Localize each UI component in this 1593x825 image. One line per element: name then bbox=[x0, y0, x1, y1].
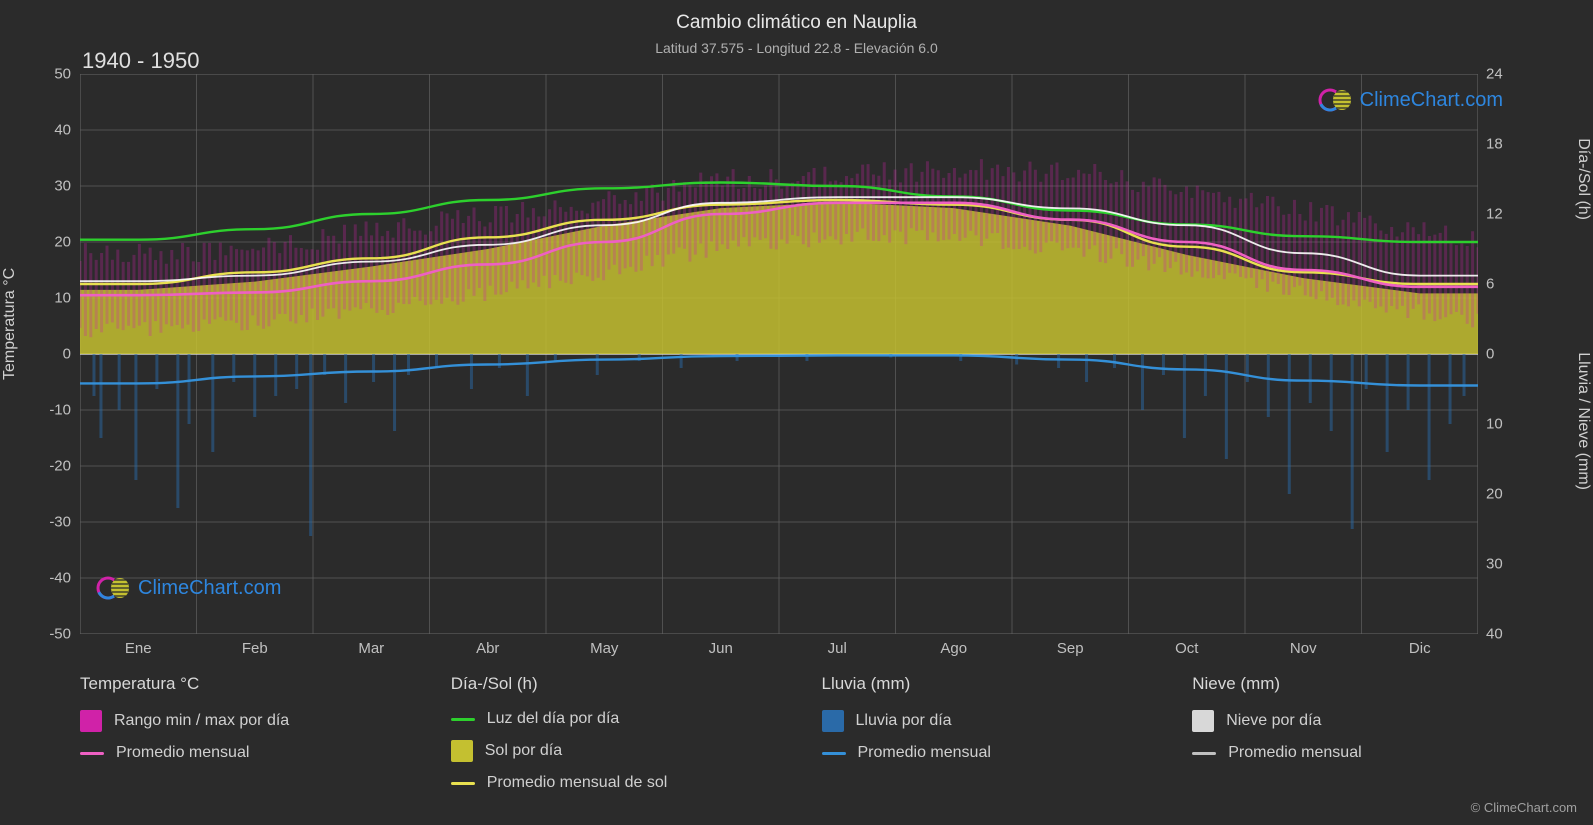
ytick-right: 6 bbox=[1486, 276, 1494, 293]
ytick-left: -20 bbox=[21, 458, 71, 475]
swatch-snow-area bbox=[1192, 710, 1214, 732]
legend-item: Rango min / max por día bbox=[80, 710, 421, 732]
xtick-month: Jul bbox=[828, 640, 847, 657]
ytick-right: 24 bbox=[1486, 66, 1503, 83]
swatch-temp-avg bbox=[80, 752, 104, 755]
legend-item: Promedio mensual bbox=[80, 744, 421, 762]
legend-col-temp: Temperatura °C Rango min / max por día P… bbox=[80, 674, 421, 792]
y-axis-left-label: Temperatura °C bbox=[1, 268, 19, 380]
legend-col-snow: Nieve (mm) Nieve por día Promedio mensua… bbox=[1192, 674, 1533, 792]
legend-label: Promedio mensual de sol bbox=[487, 774, 668, 792]
xtick-month: Nov bbox=[1290, 640, 1317, 657]
ytick-left: -10 bbox=[21, 402, 71, 419]
legend-title: Nieve (mm) bbox=[1192, 674, 1533, 694]
swatch-sun-avg bbox=[451, 782, 475, 785]
xtick-month: Dic bbox=[1409, 640, 1431, 657]
legend-item: Lluvia por día bbox=[822, 710, 1163, 732]
xtick-month: May bbox=[590, 640, 618, 657]
climate-chart: Cambio climático en Nauplia Latitud 37.5… bbox=[0, 0, 1593, 825]
plot-area bbox=[80, 74, 1478, 634]
swatch-snow-avg bbox=[1192, 752, 1216, 755]
xtick-month: Mar bbox=[358, 640, 384, 657]
ytick-right: 12 bbox=[1486, 206, 1503, 223]
legend-label: Lluvia por día bbox=[856, 712, 952, 730]
swatch-sun-area bbox=[451, 740, 473, 762]
ytick-right: 18 bbox=[1486, 136, 1503, 153]
y-axis-right-bottom-label: Lluvia / Nieve (mm) bbox=[1574, 352, 1592, 490]
ytick-right: 10 bbox=[1486, 416, 1503, 433]
legend: Temperatura °C Rango min / max por día P… bbox=[80, 674, 1533, 792]
legend-title: Lluvia (mm) bbox=[822, 674, 1163, 694]
ytick-right: 30 bbox=[1486, 556, 1503, 573]
ytick-right: 20 bbox=[1486, 486, 1503, 503]
logo-watermark-bottom: ClimeChart.com bbox=[96, 570, 281, 606]
xtick-month: Oct bbox=[1175, 640, 1198, 657]
swatch-daylight bbox=[451, 718, 475, 721]
ytick-left: -50 bbox=[21, 626, 71, 643]
copyright: © ClimeChart.com bbox=[1471, 800, 1577, 815]
climechart-logo-icon bbox=[96, 570, 132, 606]
legend-item: Promedio mensual bbox=[822, 744, 1163, 762]
legend-label: Promedio mensual bbox=[1228, 744, 1361, 762]
legend-label: Rango min / max por día bbox=[114, 712, 289, 730]
legend-item: Luz del día por día bbox=[451, 710, 792, 728]
ytick-right: 0 bbox=[1486, 346, 1494, 363]
legend-item: Promedio mensual bbox=[1192, 744, 1533, 762]
legend-item: Nieve por día bbox=[1192, 710, 1533, 732]
xtick-month: Ago bbox=[940, 640, 967, 657]
legend-label: Nieve por día bbox=[1226, 712, 1321, 730]
chart-subtitle: Latitud 37.575 - Longitud 22.8 - Elevaci… bbox=[0, 34, 1593, 56]
ytick-left: -40 bbox=[21, 570, 71, 587]
ytick-left: -30 bbox=[21, 514, 71, 531]
logo-watermark-top: ClimeChart.com bbox=[1318, 82, 1503, 118]
swatch-rain-area bbox=[822, 710, 844, 732]
legend-label: Luz del día por día bbox=[487, 710, 620, 728]
xtick-month: Feb bbox=[242, 640, 268, 657]
logo-text: ClimeChart.com bbox=[138, 577, 281, 600]
xtick-month: Abr bbox=[476, 640, 499, 657]
ytick-left: 0 bbox=[21, 346, 71, 363]
legend-label: Promedio mensual bbox=[858, 744, 991, 762]
legend-item: Sol por día bbox=[451, 740, 792, 762]
swatch-rain-avg bbox=[822, 752, 846, 755]
ytick-left: 30 bbox=[21, 178, 71, 195]
xtick-month: Sep bbox=[1057, 640, 1084, 657]
legend-col-rain: Lluvia (mm) Lluvia por día Promedio mens… bbox=[822, 674, 1163, 792]
xtick-month: Ene bbox=[125, 640, 152, 657]
ytick-left: 40 bbox=[21, 122, 71, 139]
ytick-left: 50 bbox=[21, 66, 71, 83]
legend-item: Promedio mensual de sol bbox=[451, 774, 792, 792]
ytick-left: 10 bbox=[21, 290, 71, 307]
climechart-logo-icon bbox=[1318, 82, 1354, 118]
ytick-left: 20 bbox=[21, 234, 71, 251]
y-axis-right-top-label: Día-/Sol (h) bbox=[1574, 138, 1592, 220]
period-label: 1940 - 1950 bbox=[82, 48, 199, 74]
legend-label: Promedio mensual bbox=[116, 744, 249, 762]
ytick-right: 40 bbox=[1486, 626, 1503, 643]
legend-title: Temperatura °C bbox=[80, 674, 421, 694]
chart-title: Cambio climático en Nauplia bbox=[0, 0, 1593, 34]
legend-col-sun: Día-/Sol (h) Luz del día por día Sol por… bbox=[451, 674, 792, 792]
xtick-month: Jun bbox=[709, 640, 733, 657]
plot-svg bbox=[80, 74, 1478, 634]
legend-title: Día-/Sol (h) bbox=[451, 674, 792, 694]
swatch-temp-range bbox=[80, 710, 102, 732]
logo-text: ClimeChart.com bbox=[1360, 89, 1503, 112]
legend-label: Sol por día bbox=[485, 742, 562, 760]
